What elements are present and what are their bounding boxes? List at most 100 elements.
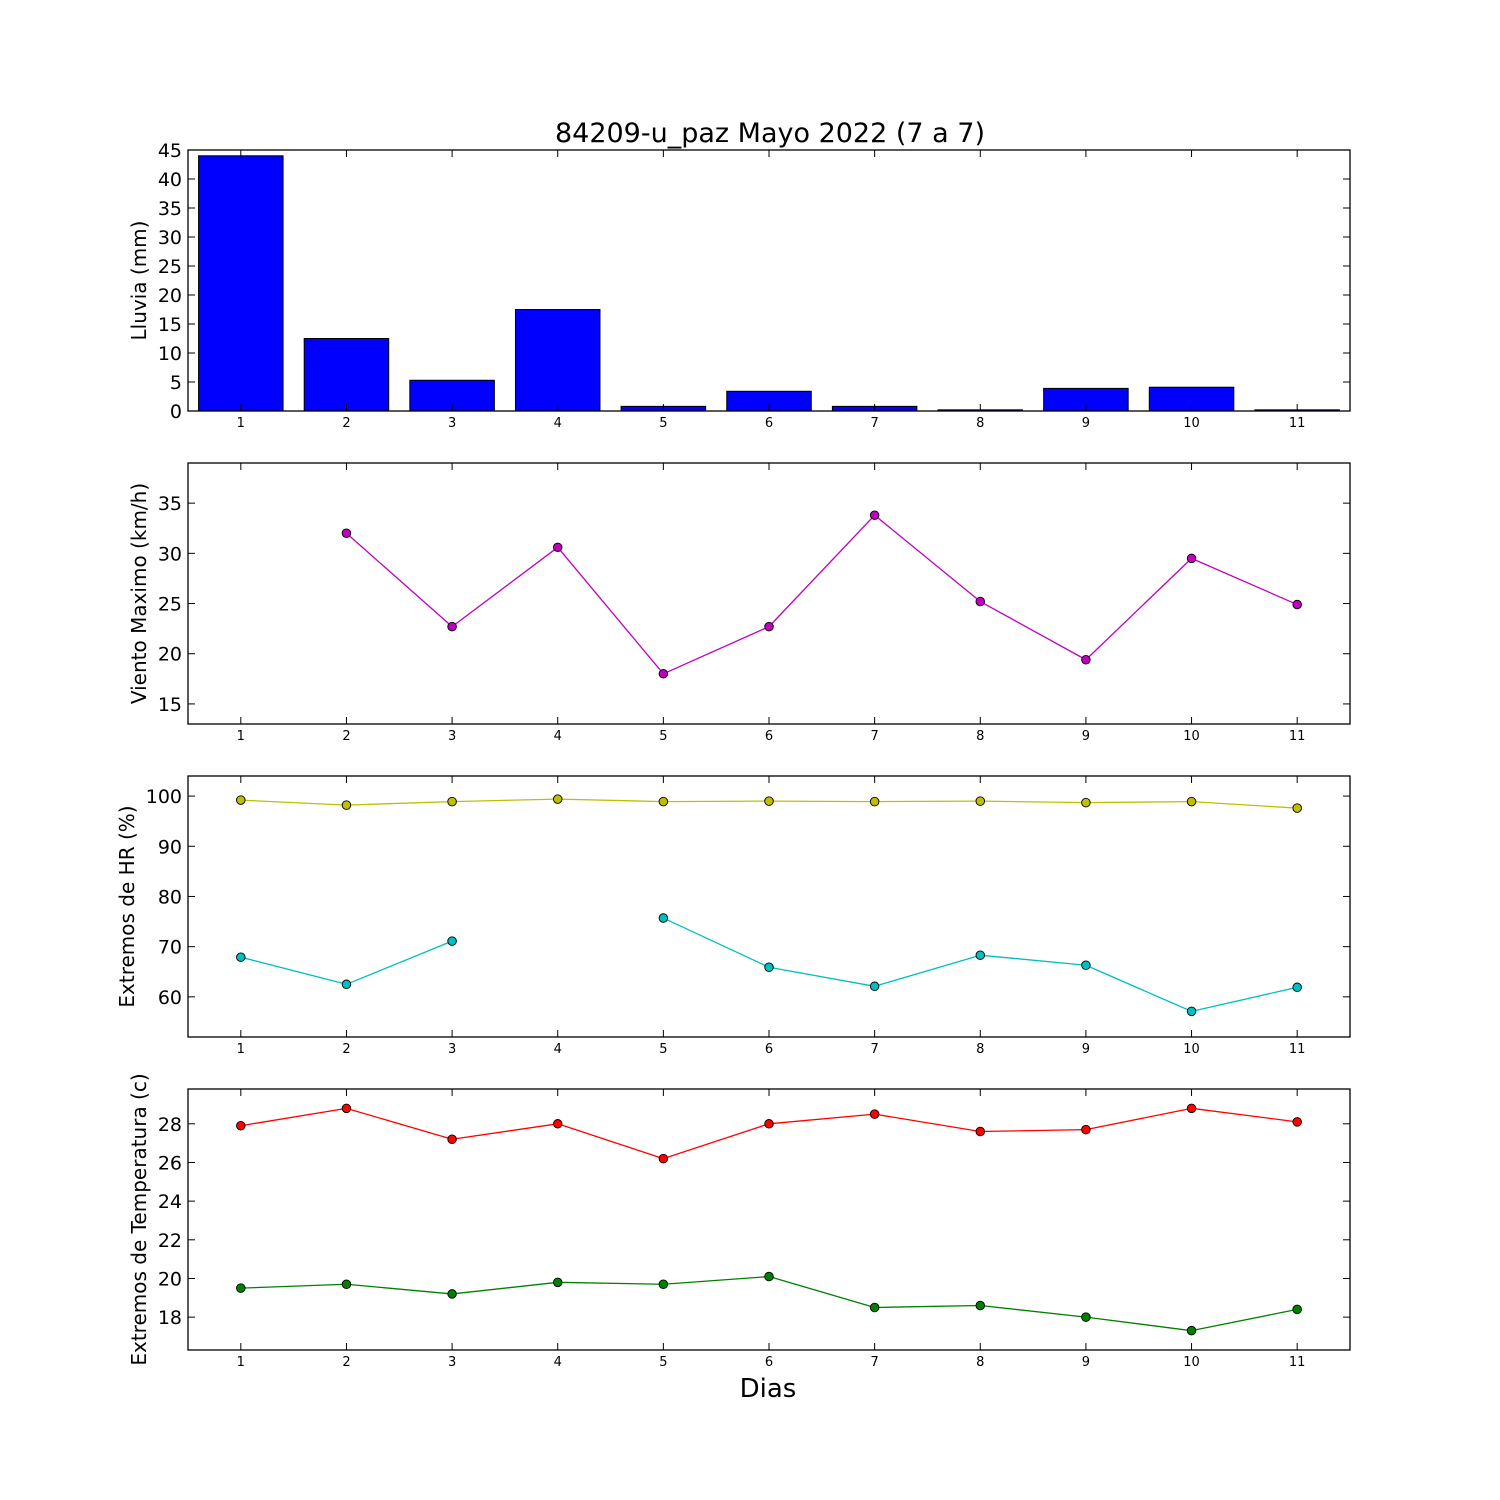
- series-1-segment: [874, 1113, 981, 1133]
- x-tick-label: 2: [342, 729, 350, 744]
- series-1-point-day-10: [1186, 1103, 1197, 1114]
- series-2-segment: [240, 1283, 347, 1289]
- series-2-point-day-7: [869, 981, 880, 992]
- x-tick-label: 10: [1183, 416, 1200, 431]
- x-tick-label: 8: [976, 729, 984, 744]
- series-2-segment: [1085, 964, 1192, 1012]
- series-2-point-day-5: [658, 913, 669, 923]
- x-tick-label: 10: [1183, 1355, 1200, 1370]
- series-1-point-day-2: [341, 528, 352, 539]
- y-tick-label: 35: [158, 198, 182, 220]
- series-1-point-day-2: [341, 1103, 352, 1114]
- series-1-point-day-8: [975, 796, 986, 806]
- series-1-segment: [346, 800, 453, 806]
- series-1-segment: [979, 600, 1087, 661]
- series-2-segment: [1191, 1308, 1298, 1332]
- series-2-segment: [240, 956, 347, 985]
- series-1-segment: [1085, 800, 1192, 804]
- x-tick-label: 9: [1082, 1355, 1090, 1370]
- series-2-point-day-11: [1292, 982, 1302, 993]
- series-1-point-day-11: [1292, 1117, 1302, 1127]
- series-2-segment: [874, 954, 981, 987]
- x-tick-label: 5: [659, 416, 667, 431]
- series-2-point-day-10: [1186, 1006, 1197, 1017]
- y-tick-label: 90: [158, 836, 182, 858]
- series-1-segment: [1085, 557, 1193, 661]
- series-2-point-day-3: [447, 1289, 457, 1299]
- series-1-point-day-7: [869, 796, 880, 807]
- x-tick-label: 8: [976, 416, 984, 431]
- series-1-segment: [874, 800, 981, 803]
- series-1-point-day-11: [1292, 599, 1302, 610]
- axes-frame: [187, 462, 1351, 725]
- series-1-point-day-6: [764, 796, 774, 806]
- series-1-segment: [874, 514, 981, 603]
- series-1-point-day-3: [447, 621, 457, 632]
- series-2-point-day-10: [1186, 1325, 1197, 1336]
- series-1-segment: [663, 1123, 770, 1160]
- x-tick-label: 11: [1289, 729, 1306, 744]
- bar-day-4: [514, 309, 601, 412]
- series-1-segment: [1191, 1107, 1298, 1123]
- y-tick-label: 22: [158, 1230, 182, 1252]
- x-tick-label: 11: [1289, 1355, 1306, 1370]
- series-1-point-day-1: [236, 1120, 246, 1131]
- x-tick-label: 5: [659, 729, 667, 744]
- y-tick-label: 20: [158, 1268, 182, 1290]
- series-2-point-day-11: [1292, 1304, 1302, 1315]
- x-tick-label: 9: [1082, 1042, 1090, 1057]
- chart-title: 84209-u_paz Mayo 2022 (7 a 7): [555, 118, 985, 149]
- y-tick-label: 0: [170, 401, 182, 423]
- series-2-segment: [663, 917, 770, 968]
- series-2-point-day-6: [764, 962, 774, 972]
- series-1-point-day-4: [552, 1119, 563, 1129]
- series-1-point-day-7: [869, 1109, 880, 1119]
- series-1-point-day-8: [975, 596, 986, 607]
- series-2-segment: [768, 1275, 875, 1309]
- series-1-point-day-5: [658, 1153, 669, 1164]
- x-tick-label: 1: [237, 1042, 245, 1057]
- x-tick-label: 1: [237, 1355, 245, 1370]
- y-tick-label: 60: [158, 987, 182, 1009]
- x-tick-label: 4: [554, 1042, 562, 1057]
- x-tick-label: 6: [765, 1042, 773, 1057]
- y-tick-label: 100: [146, 786, 182, 808]
- series-2-segment: [663, 1275, 770, 1285]
- x-tick-label: 10: [1183, 729, 1200, 744]
- y-tick-label: 25: [158, 594, 182, 616]
- series-1-point-day-4: [552, 794, 563, 804]
- x-tick-label: 11: [1289, 416, 1306, 431]
- series-2-point-day-7: [869, 1302, 880, 1313]
- series-1-point-day-1: [236, 795, 246, 805]
- axes-frame: [187, 775, 1351, 1038]
- series-2-segment: [874, 1304, 981, 1309]
- series-2-segment: [768, 966, 875, 987]
- y-tick-label: 80: [158, 886, 182, 908]
- x-tick-label: 5: [659, 1042, 667, 1057]
- y-axis-label: Lluvia (mm): [127, 221, 151, 341]
- x-tick-label: 9: [1082, 729, 1090, 744]
- series-1-point-day-9: [1081, 655, 1091, 665]
- series-2-segment: [346, 1283, 453, 1295]
- y-tick-label: 10: [158, 343, 182, 365]
- series-2-point-day-8: [975, 950, 986, 960]
- series-1-point-day-6: [764, 621, 774, 632]
- series-2-point-day-5: [658, 1279, 669, 1290]
- series-1-point-day-9: [1081, 1124, 1091, 1135]
- x-tick-label: 11: [1289, 1042, 1306, 1057]
- y-tick-label: 25: [158, 256, 182, 278]
- x-tick-label: 8: [976, 1355, 984, 1370]
- bar-day-2: [303, 338, 390, 412]
- x-tick-label: 7: [870, 729, 878, 744]
- series-2-point-day-9: [1081, 960, 1091, 970]
- series-1-point-day-5: [658, 796, 669, 807]
- y-axis-label: Extremos de Temperatura (c): [127, 1073, 151, 1365]
- series-1-point-day-10: [1186, 553, 1197, 564]
- series-1-segment: [768, 514, 876, 628]
- series-2-point-day-4: [552, 1277, 563, 1288]
- series-1-segment: [557, 1123, 664, 1160]
- series-1-segment: [346, 1107, 453, 1140]
- series-1-segment: [768, 1113, 875, 1125]
